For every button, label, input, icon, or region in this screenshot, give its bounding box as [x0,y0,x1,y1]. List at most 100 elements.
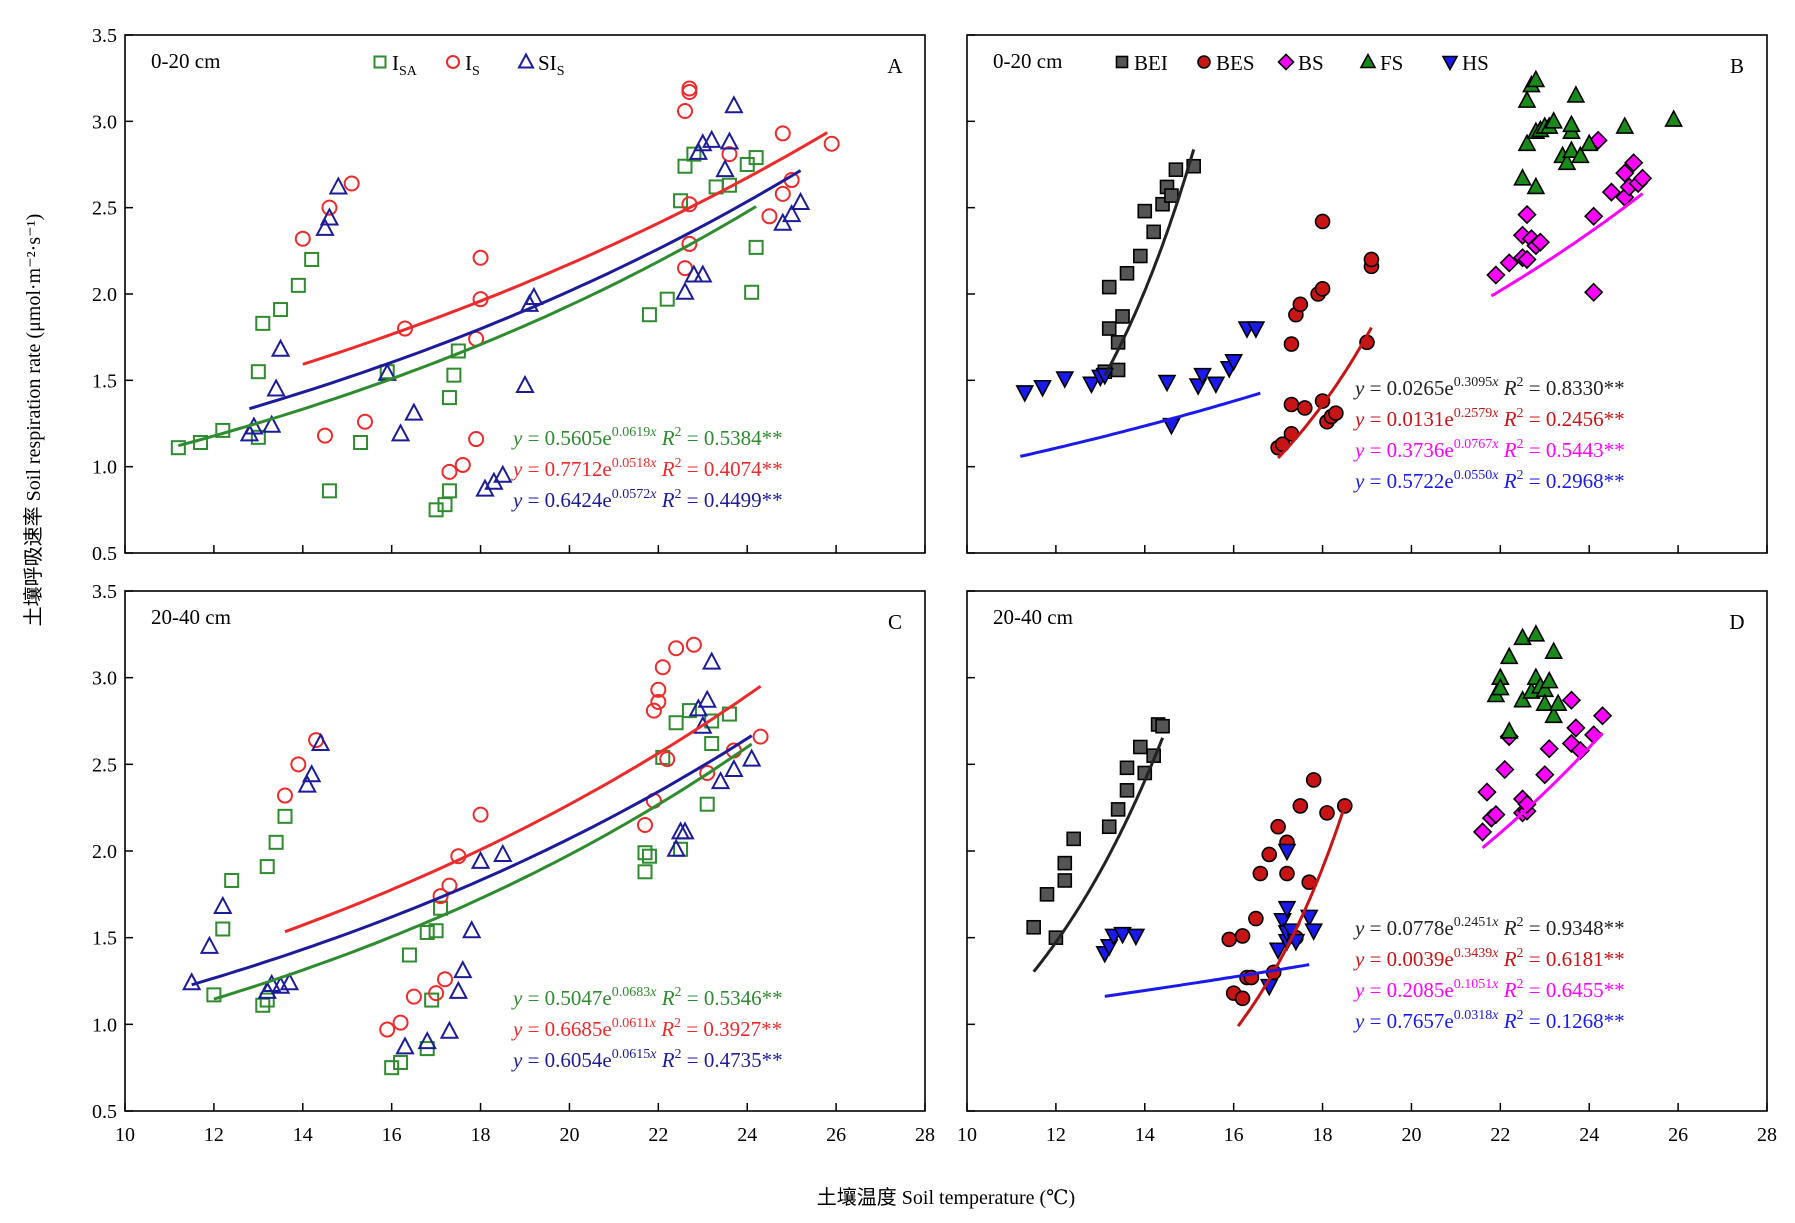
equations: y = 0.0265e0.3095x R2 = 0.8330** y = 0.01… [1353,375,1625,493]
data-point-isa [255,997,271,1013]
data-point-hs [1015,385,1035,403]
x-tick-label: 24 [737,1124,757,1146]
fit-curve-sis [248,169,802,411]
data-point-bs [1615,163,1635,183]
data-point-is [654,659,671,676]
data-point-isa [748,239,764,255]
data-point-hs [1157,374,1177,393]
series-fs [1486,624,1568,739]
data-point-hs [1095,367,1115,386]
legend: BEI BES BS FS HS [1115,51,1489,75]
data-point-sis [715,159,735,178]
data-point-bes [1296,400,1313,416]
legend: ISA IS SIS [373,51,564,79]
data-point-bs [1561,690,1582,710]
data-point-isa [686,146,702,162]
data-point-sis [453,959,473,979]
y-tick-label: 3.5 [92,581,117,603]
data-point-hs [1277,843,1297,862]
data-point-hs [1206,376,1226,394]
x-tick-label: 12 [1046,1124,1066,1146]
data-point-bei [1146,224,1161,240]
panel-d: 10 12 14 16 18 20 22 24 26 28 20-40 cm Dy = 0.0778e… [957,590,1777,1146]
data-point-bs [1530,232,1550,252]
data-point-isa [259,992,275,1008]
data-point-bes [1305,772,1322,788]
depth-label: 0-20 cm [993,49,1062,73]
data-point-sis [693,715,713,734]
data-point-is [681,235,698,252]
data-point-bei [1155,718,1170,734]
data-point-isa [206,987,222,1003]
data-point-bs [1601,182,1622,202]
data-point-isa [433,900,449,916]
data-point-hs [1224,354,1243,372]
data-point-is [650,681,667,698]
data-point-fs [1548,693,1568,711]
legend-label: SIS [538,51,564,79]
data-point-isa [215,921,231,937]
series-isa [206,703,737,1076]
data-point-isa [393,1054,409,1070]
fit-curve-bes [1236,805,1347,1027]
y-tick-label: 3.5 [92,25,117,47]
panel-c: 0.5 1.0 1.5 2.0 2.5 3.0 3.5 10 12 14 16 18 20 22 24 26 2… [92,581,935,1146]
fit-curve-bs [1481,731,1604,849]
data-point-bei [1066,831,1081,847]
x-tick-label: 26 [1668,1124,1688,1146]
panel-letter: C [888,610,902,634]
data-point-is [357,413,373,430]
series-bei [1097,158,1201,380]
fit-curve-bei [1103,148,1196,377]
data-point-bs [1486,804,1506,825]
data-point-bes [1252,865,1269,882]
data-point-is [432,888,449,905]
data-point-is [294,230,311,247]
data-point-sis [319,207,340,226]
x-tick-label: 20 [559,1124,579,1146]
data-point-fs [1499,646,1519,665]
series-bs [1472,690,1613,842]
data-point-hs [1246,321,1266,339]
data-point-hs [1304,923,1323,941]
panel-a: 0.5 1.0 1.5 2.0 2.5 3.0 3.5 0-20 cm A ISA IS SIS y =… [92,25,926,565]
data-point-isa [384,1060,400,1076]
data-point-is [277,787,293,804]
fit-curve-bei [1032,737,1164,973]
x-tick-label: 22 [1490,1124,1510,1146]
data-point-bei [1168,162,1184,177]
data-point-bs [1584,206,1604,226]
data-point-fs [1513,168,1532,186]
data-point-bs [1499,253,1519,273]
equation-text: y = 0.0131e0.2579x R2 = 0.2456** [1353,406,1625,431]
data-point-bs [1535,765,1555,785]
data-point-is [774,185,791,202]
equation-text: y = 0.5722e0.0550x R2 = 0.2968** [1353,468,1625,493]
data-point-bei [1057,855,1073,871]
data-point-bei [1101,321,1117,336]
data-point-is [677,102,693,119]
y-tick-label: 2.5 [92,754,117,776]
data-point-is [650,693,667,710]
data-point-bes [1283,336,1300,352]
data-point-bs [1517,204,1537,225]
x-tick-label: 20 [1401,1124,1421,1146]
data-point-is [721,146,738,163]
data-point-fs [1526,69,1546,88]
data-point-sis [719,131,740,150]
data-point-isa [259,859,275,875]
data-point-isa [659,291,675,307]
data-point-is [437,971,453,988]
data-point-isa [250,364,266,380]
y-tick-label: 0.5 [92,1101,117,1123]
data-point-bs [1477,782,1497,802]
data-point-isa [641,848,657,864]
x-tick-label: 18 [471,1124,491,1146]
y-tick-label: 2.0 [92,841,117,863]
series-isa [170,146,764,518]
data-point-isa [277,808,293,824]
panel-letter: B [1730,54,1744,78]
legend-label: FS [1380,51,1403,75]
equation-text: y = 0.0778e0.2451x R2 = 0.9348** [1353,915,1625,940]
equation-text: y = 0.6685e0.0611x R2 = 0.3927** [511,1016,782,1041]
